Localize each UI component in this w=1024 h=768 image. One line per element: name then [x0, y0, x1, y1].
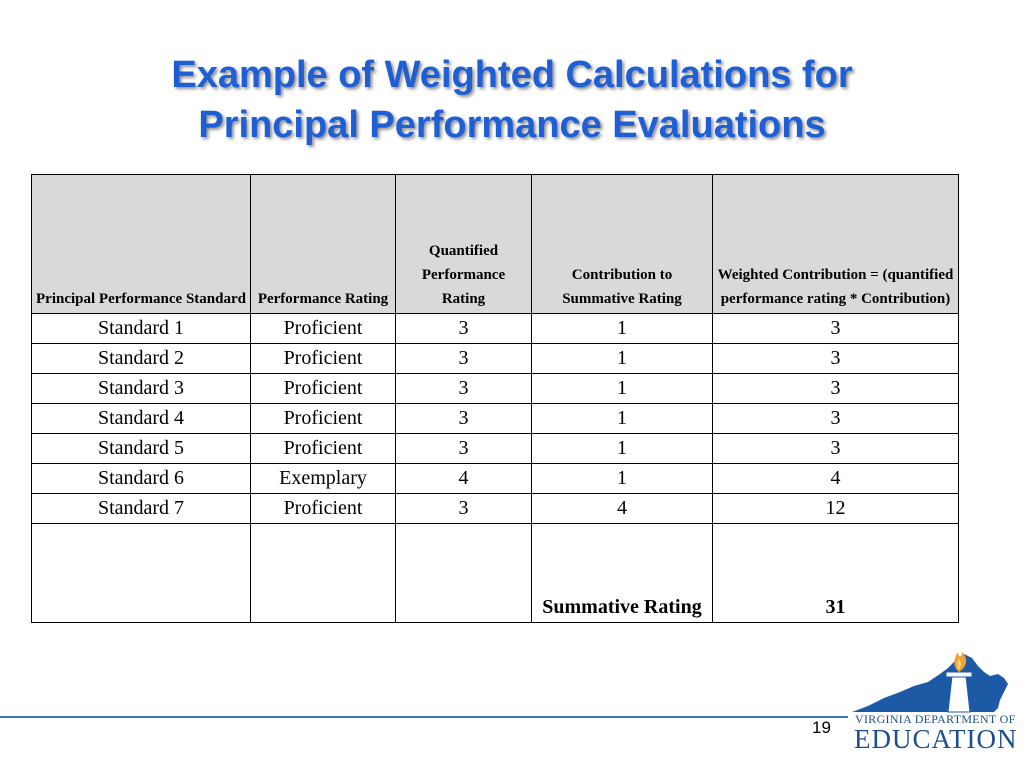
torch-flame-inner	[957, 658, 962, 670]
cell-weighted-contribution: 12	[712, 493, 959, 524]
cell-contribution: 1	[531, 433, 713, 464]
cell-weighted-contribution: 3	[712, 433, 959, 464]
column-header-standard: Principal Performance Standard	[31, 174, 251, 314]
logo-department-text: VIRGINIA DEPARTMENT OF	[855, 712, 1016, 726]
virginia-torch-logo-icon	[852, 652, 1008, 713]
cell-performance-rating: Exemplary	[250, 463, 396, 494]
slide-title: Example of Weighted Calculations for Pri…	[0, 50, 1024, 150]
cell-performance-rating: Proficient	[250, 433, 396, 464]
virginia-map-shape	[852, 654, 1008, 712]
table-header-row: Principal Performance Standard Performan…	[31, 174, 959, 314]
cell-standard: Standard 2	[31, 343, 251, 374]
cell-quantified-rating: 4	[395, 463, 532, 494]
cell-standard: Standard 1	[31, 313, 251, 344]
summary-row: Summative Rating 31	[31, 523, 959, 623]
summary-empty-cell	[395, 523, 532, 623]
cell-standard: Standard 6	[31, 463, 251, 494]
page-number: 19	[812, 718, 831, 737]
column-header-weighted-contribution: Weighted Contribution = (quantified perf…	[712, 174, 959, 314]
cell-performance-rating: Proficient	[250, 343, 396, 374]
table-row: Standard 6 Exemplary 4 1 4	[31, 463, 959, 494]
cell-standard: Standard 5	[31, 433, 251, 464]
cell-contribution: 1	[531, 313, 713, 344]
cell-quantified-rating: 3	[395, 403, 532, 434]
column-header-contribution: Contribution to Summative Rating	[531, 174, 713, 314]
table-row: Standard 7 Proficient 3 4 12	[31, 493, 959, 524]
table-row: Standard 4 Proficient 3 1 3	[31, 403, 959, 434]
cell-contribution: 1	[531, 343, 713, 374]
cell-weighted-contribution: 3	[712, 403, 959, 434]
cell-quantified-rating: 3	[395, 373, 532, 404]
cell-performance-rating: Proficient	[250, 313, 396, 344]
cell-weighted-contribution: 3	[712, 373, 959, 404]
slide-title-line-1: Example of Weighted Calculations for	[171, 54, 853, 96]
cell-performance-rating: Proficient	[250, 403, 396, 434]
cell-weighted-contribution: 3	[712, 313, 959, 344]
table-row: Standard 2 Proficient 3 1 3	[31, 343, 959, 374]
torch-body	[947, 675, 971, 713]
column-header-performance-rating: Performance Rating	[250, 174, 396, 314]
cell-performance-rating: Proficient	[250, 493, 396, 524]
column-header-quantified-rating: Quantified Performance Rating	[395, 174, 532, 314]
cell-quantified-rating: 3	[395, 343, 532, 374]
logo-education-text: EDUCATION	[854, 724, 1018, 754]
cell-contribution: 1	[531, 373, 713, 404]
cell-weighted-contribution: 4	[712, 463, 959, 494]
cell-quantified-rating: 3	[395, 493, 532, 524]
cell-quantified-rating: 3	[395, 313, 532, 344]
cell-standard: Standard 3	[31, 373, 251, 404]
torch-rim	[945, 671, 973, 678]
cell-contribution: 1	[531, 463, 713, 494]
summary-empty-cell	[31, 523, 251, 623]
weighted-calculation-table: Principal Performance Standard Performan…	[31, 174, 959, 623]
cell-standard: Standard 4	[31, 403, 251, 434]
cell-performance-rating: Proficient	[250, 373, 396, 404]
summative-rating-value: 31	[712, 523, 959, 623]
table-row: Standard 3 Proficient 3 1 3	[31, 373, 959, 404]
table-row: Standard 5 Proficient 3 1 3	[31, 433, 959, 464]
summary-empty-cell	[250, 523, 396, 623]
footer-divider	[0, 716, 848, 718]
summative-rating-label: Summative Rating	[531, 523, 713, 623]
cell-standard: Standard 7	[31, 493, 251, 524]
cell-contribution: 4	[531, 493, 713, 524]
cell-weighted-contribution: 3	[712, 343, 959, 374]
cell-contribution: 1	[531, 403, 713, 434]
slide-title-line-2: Principal Performance Evaluations	[198, 104, 826, 146]
cell-quantified-rating: 3	[395, 433, 532, 464]
table-row: Standard 1 Proficient 3 1 3	[31, 313, 959, 344]
